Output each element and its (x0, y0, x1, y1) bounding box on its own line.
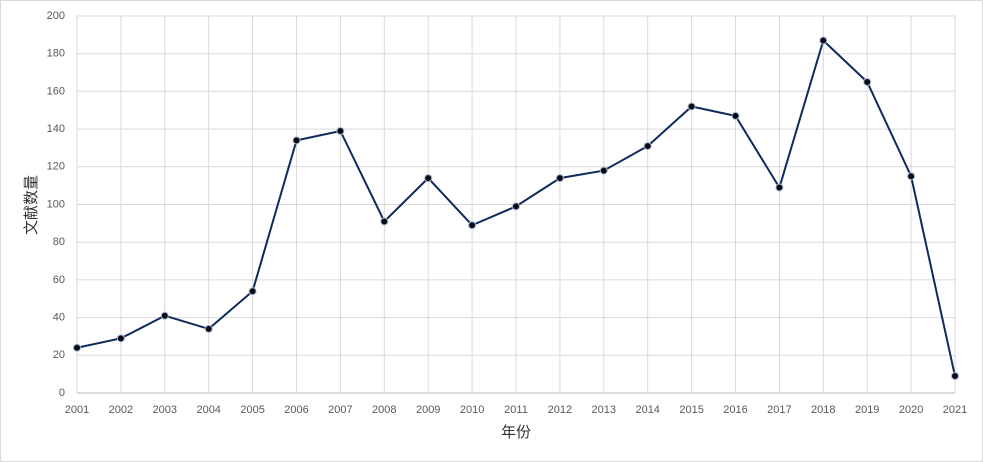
data-point (116, 334, 125, 343)
data-point (336, 126, 345, 135)
x-tick-label: 2015 (679, 404, 703, 416)
data-point (248, 287, 257, 296)
data-point (863, 77, 872, 86)
x-tick-label: 2018 (811, 404, 835, 416)
data-point (73, 343, 81, 352)
data-point (555, 174, 564, 183)
y-tick-label: 120 (47, 161, 65, 173)
data-point (643, 142, 652, 151)
y-tick-label: 80 (53, 236, 65, 248)
data-point (687, 102, 696, 111)
data-point (599, 166, 608, 175)
data-point (819, 36, 828, 45)
y-tick-label: 20 (53, 349, 65, 361)
x-tick-label: 2017 (767, 404, 791, 416)
data-point (204, 324, 213, 333)
x-tick-label: 2021 (943, 404, 967, 416)
x-tick-label: 2001 (65, 404, 89, 416)
x-axis-title: 年份 (501, 424, 531, 441)
data-point (160, 311, 169, 320)
y-tick-label: 60 (53, 274, 65, 286)
x-tick-label: 2006 (284, 404, 308, 416)
data-point (775, 183, 784, 192)
x-tick-label: 2007 (328, 404, 352, 416)
x-tick-label: 2019 (855, 404, 879, 416)
x-tick-label: 2009 (416, 404, 440, 416)
y-tick-label: 160 (47, 85, 65, 97)
x-tick-label: 2016 (723, 404, 747, 416)
y-tick-label: 100 (47, 198, 65, 210)
y-axis-title: 文献数量 (23, 175, 40, 235)
x-tick-label: 2005 (240, 404, 264, 416)
x-tick-label: 2008 (372, 404, 396, 416)
x-tick-label: 2013 (592, 404, 616, 416)
data-point (424, 174, 433, 183)
data-point (292, 136, 301, 145)
x-tick-label: 2002 (109, 404, 133, 416)
data-point (468, 221, 477, 230)
y-tick-label: 0 (59, 387, 65, 399)
data-point (731, 111, 740, 120)
data-point (951, 372, 959, 381)
x-tick-label: 2010 (460, 404, 484, 416)
x-tick-label: 2012 (548, 404, 572, 416)
x-tick-label: 2003 (153, 404, 177, 416)
data-point (512, 202, 520, 211)
x-tick-label: 2011 (504, 404, 528, 416)
data-point (380, 217, 389, 226)
y-tick-label: 40 (53, 312, 65, 324)
x-tick-label: 2020 (899, 404, 923, 416)
x-tick-label: 2014 (635, 404, 659, 416)
y-tick-label: 140 (47, 123, 65, 135)
y-tick-label: 200 (47, 10, 65, 22)
data-point (907, 172, 916, 181)
y-tick-label: 180 (47, 48, 65, 60)
x-tick-label: 2004 (196, 404, 220, 416)
